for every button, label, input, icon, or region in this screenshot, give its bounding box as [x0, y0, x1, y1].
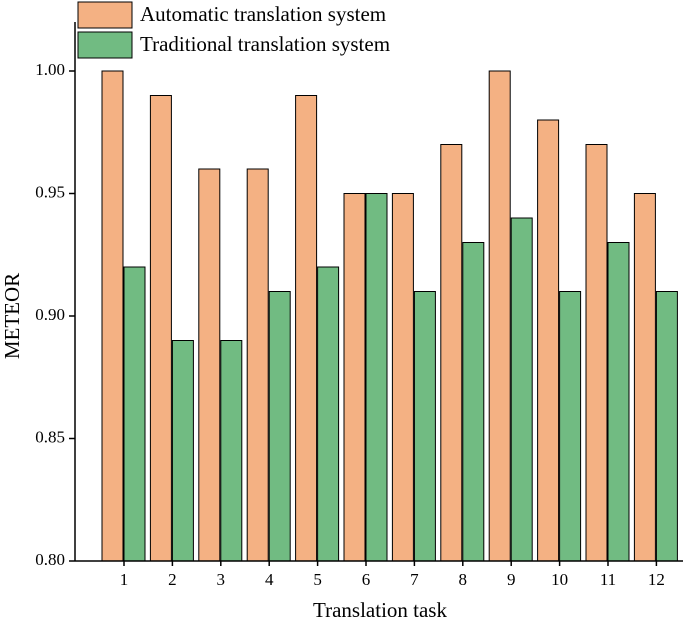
- bar: [246, 168, 269, 562]
- bar: [317, 266, 340, 562]
- y-tick-label: 1.00: [35, 60, 65, 79]
- bar: [559, 291, 582, 562]
- y-tick-label: 0.80: [35, 550, 65, 569]
- bar: [123, 266, 146, 562]
- bar: [413, 291, 436, 562]
- bar: [365, 193, 388, 562]
- bar: [220, 340, 243, 562]
- legend-swatch: [77, 1, 133, 29]
- bar: [585, 144, 608, 562]
- bar: [655, 291, 678, 562]
- bar: [268, 291, 291, 562]
- bar: [343, 193, 366, 562]
- x-tick-label: 4: [265, 570, 274, 589]
- x-tick-label: 9: [507, 570, 516, 589]
- x-tick-label: 10: [551, 570, 568, 589]
- bar: [171, 340, 194, 562]
- y-tick-label: 0.85: [35, 427, 65, 446]
- x-axis-label: Translation task: [313, 598, 447, 622]
- x-tick-label: 7: [410, 570, 419, 589]
- bar: [462, 242, 485, 562]
- bar: [510, 217, 533, 562]
- bar: [607, 242, 630, 562]
- legend-label: Traditional translation system: [140, 32, 390, 56]
- y-tick-label: 0.95: [35, 182, 65, 201]
- bar: [488, 70, 511, 562]
- x-tick-label: 12: [648, 570, 665, 589]
- y-axis-label: METEOR: [0, 273, 24, 359]
- legend-swatch: [77, 31, 133, 59]
- x-tick-label: 8: [459, 570, 468, 589]
- x-tick-label: 5: [313, 570, 322, 589]
- bar: [391, 193, 414, 562]
- x-tick-label: 6: [362, 570, 371, 589]
- x-tick-label: 1: [120, 570, 129, 589]
- bar: [537, 119, 560, 562]
- x-tick-label: 11: [600, 570, 616, 589]
- x-tick-label: 3: [217, 570, 226, 589]
- bar: [149, 95, 172, 562]
- bar: [633, 193, 656, 562]
- bar: [101, 70, 124, 562]
- bar: [198, 168, 221, 562]
- bar: [440, 144, 463, 562]
- x-tick-label: 2: [168, 570, 177, 589]
- bar: [295, 95, 318, 562]
- y-tick-label: 0.90: [35, 305, 65, 324]
- legend-label: Automatic translation system: [140, 2, 386, 26]
